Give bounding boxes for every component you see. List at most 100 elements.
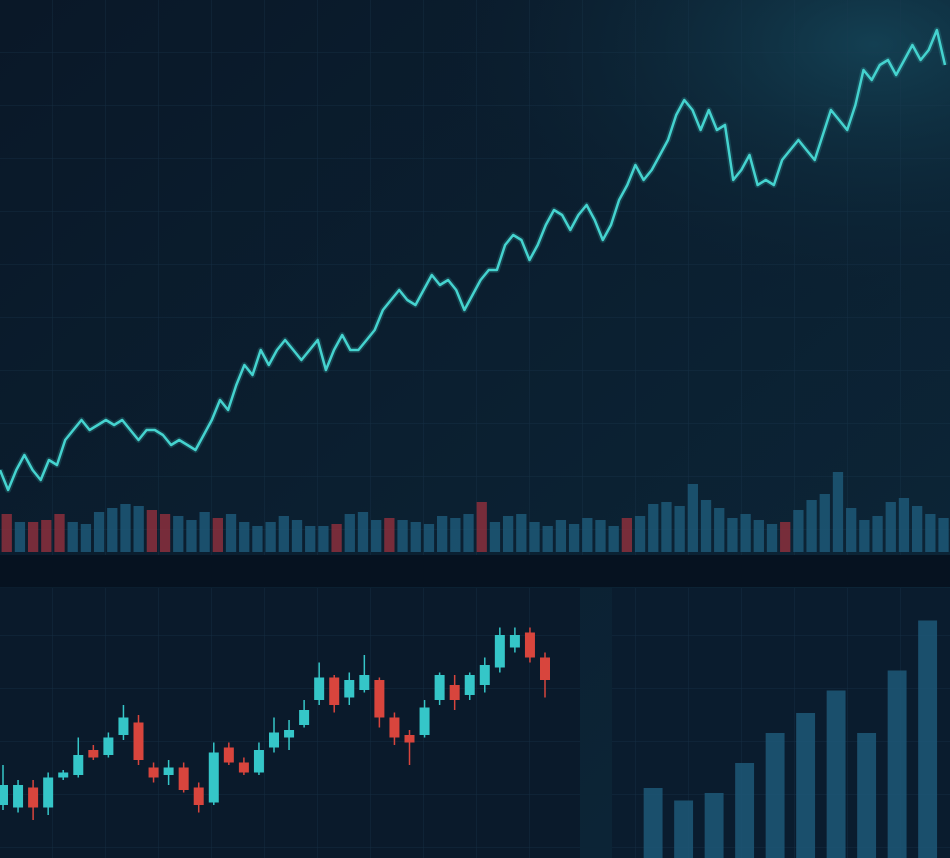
bar: [846, 508, 857, 552]
price-line: [0, 28, 947, 492]
bar: [529, 522, 540, 552]
candle-body: [73, 755, 84, 775]
bar: [437, 516, 448, 552]
candle-body: [359, 675, 370, 690]
bar: [643, 788, 663, 858]
bar: [133, 506, 144, 552]
candle-body: [509, 635, 520, 648]
candle-body: [178, 767, 189, 790]
bar: [780, 522, 791, 552]
candle-body: [479, 665, 490, 685]
bar: [397, 520, 408, 552]
bar: [186, 520, 197, 552]
candle-body: [103, 737, 114, 755]
candle-body: [374, 680, 385, 718]
bar: [410, 522, 421, 552]
bar: [450, 518, 461, 552]
bar: [568, 524, 580, 552]
bar: [1, 514, 12, 552]
bar: [753, 520, 764, 552]
candle-body: [0, 785, 8, 805]
bar: [252, 526, 263, 552]
candle-body: [434, 675, 445, 700]
bar: [806, 500, 817, 552]
bar: [885, 502, 896, 552]
candle-body: [269, 732, 279, 748]
bar: [516, 514, 527, 552]
bar: [634, 516, 646, 552]
bar: [27, 522, 39, 552]
candle-body: [299, 710, 310, 725]
candle-body: [464, 675, 475, 695]
grid: [0, 0, 950, 555]
bar: [735, 763, 755, 858]
bar: [648, 504, 659, 552]
candle-body: [284, 730, 295, 738]
candle-body: [329, 677, 340, 705]
candle-body: [223, 747, 234, 763]
bar: [859, 520, 870, 552]
bar: [796, 713, 816, 858]
bar: [54, 514, 65, 552]
candle-body: [389, 717, 400, 738]
candle-body: [540, 657, 550, 680]
candle-body: [524, 632, 535, 658]
bar: [898, 498, 910, 552]
bar: [887, 670, 907, 858]
bar: [793, 510, 804, 552]
bar: [582, 518, 593, 552]
bar: [357, 512, 369, 552]
bar: [925, 514, 936, 552]
bar: [344, 514, 355, 552]
bar: [700, 500, 712, 552]
bar: [291, 520, 303, 552]
candle-body: [133, 722, 144, 760]
bar: [14, 522, 26, 552]
bar: [661, 502, 672, 552]
candle-body: [208, 752, 219, 803]
bar: [199, 512, 210, 552]
candle-body: [253, 750, 264, 773]
candle-body: [238, 762, 249, 773]
bar: [674, 506, 685, 552]
bar: [93, 512, 105, 552]
bar: [704, 793, 724, 858]
bar: [826, 690, 846, 858]
bar: [938, 518, 949, 552]
bar: [766, 524, 778, 552]
bar: [857, 733, 877, 858]
bar: [318, 526, 329, 552]
candle-body: [344, 680, 355, 698]
bar: [80, 524, 92, 552]
bar: [225, 514, 237, 552]
bar: [371, 520, 382, 552]
bar: [489, 522, 501, 552]
bar: [727, 518, 738, 552]
bar: [212, 518, 223, 552]
bar: [714, 508, 725, 552]
candle-body: [193, 787, 204, 805]
candle-body: [13, 785, 24, 808]
bar: [239, 522, 250, 552]
bar: [912, 506, 923, 552]
bar: [384, 518, 395, 552]
bar: [67, 522, 78, 552]
bar: [502, 516, 514, 552]
bar: [687, 484, 698, 552]
candle-body: [148, 767, 159, 778]
candle-body: [449, 685, 460, 700]
candle-body: [28, 787, 39, 808]
bar: [819, 494, 830, 552]
candle-body: [494, 635, 505, 668]
candle-body: [88, 750, 99, 758]
bar: [674, 800, 694, 858]
bar: [41, 520, 52, 552]
grid: [0, 588, 580, 858]
separator: [0, 555, 950, 587]
bar: [608, 526, 619, 552]
bar: [305, 526, 316, 552]
bar: [146, 510, 158, 552]
bar: [423, 524, 435, 552]
